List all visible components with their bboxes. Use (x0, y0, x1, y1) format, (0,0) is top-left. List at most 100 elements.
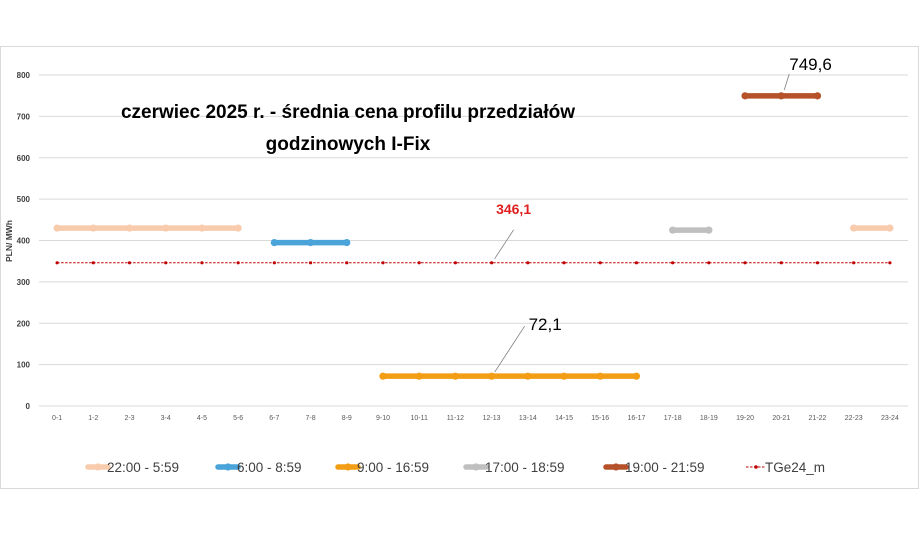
x-tick-label: 19-20 (736, 415, 754, 422)
y-tick-label: 400 (17, 237, 31, 246)
data-point (162, 224, 170, 232)
x-tick-label: 6-7 (269, 415, 279, 422)
data-point (524, 372, 532, 380)
data-point (815, 261, 820, 265)
y-tick-label: 0 (26, 402, 31, 411)
legend-label: TGe24_m (765, 460, 825, 475)
legend-label: 17:00 - 18:59 (485, 460, 565, 475)
annotation-leader (783, 73, 790, 90)
x-tick-label: 1-2 (88, 415, 98, 422)
y-tick-label: 800 (17, 71, 31, 80)
data-point (596, 372, 604, 380)
legend-item: 19:00 - 21:59 (603, 460, 705, 475)
data-point (272, 261, 276, 265)
x-tick-label: 3-4 (161, 415, 171, 422)
x-tick-label: 9-10 (376, 415, 390, 422)
data-point (743, 261, 747, 265)
y-tick-label: 500 (17, 195, 31, 204)
y-axis-label: PLN/ MWh (4, 220, 14, 262)
x-tick-label: 8-9 (342, 415, 352, 422)
x-tick-label: 18-19 (700, 415, 718, 422)
annotation-leader (494, 229, 514, 260)
x-tick-label: 11-12 (447, 415, 464, 422)
legend-item: 6:00 - 8:59 (215, 460, 302, 475)
legend-item: 17:00 - 18:59 (463, 460, 565, 475)
gridlines (39, 74, 908, 407)
x-tick-label: 20-21 (772, 415, 790, 422)
data-point (308, 261, 313, 265)
legend-marker (344, 463, 352, 471)
x-tick-label: 10-11 (410, 415, 427, 422)
data-point (125, 224, 134, 232)
chart-frame (0, 46, 919, 489)
series-9-00-16-59 (379, 372, 641, 380)
data-point (669, 226, 677, 234)
legend-label: 19:00 - 21:59 (625, 460, 705, 475)
x-tick-label: 14-15 (555, 415, 573, 422)
data-point (415, 372, 423, 380)
x-tick-label: 22-23 (845, 415, 863, 422)
x-tick-label: 7-8 (306, 415, 316, 422)
data-point (453, 261, 457, 265)
data-point (777, 92, 785, 100)
data-point (270, 238, 278, 247)
data-point (451, 372, 459, 380)
data-point (343, 238, 351, 247)
data-point (779, 261, 783, 265)
series-layer (53, 92, 894, 380)
data-point (888, 261, 892, 265)
legend: 22:00 - 5:59 6:00 - 8:59 9:00 - 16:59 17:00… (85, 460, 825, 475)
data-point (488, 372, 496, 380)
y-tick-label: 700 (17, 112, 31, 121)
data-point (234, 224, 242, 232)
legend-item: TGe24_m (746, 460, 825, 475)
series-17-00-18-59 (669, 226, 713, 234)
legend-label: 9:00 - 16:59 (357, 460, 429, 475)
data-point (306, 238, 315, 247)
data-point (850, 224, 858, 232)
data-point (91, 261, 95, 265)
data-label: 749,6 (789, 55, 832, 74)
data-point (236, 261, 240, 265)
series-tge24-m (55, 261, 892, 265)
data-point (200, 261, 204, 265)
legend-item: 22:00 - 5:59 (85, 460, 179, 475)
legend-marker (612, 463, 620, 471)
data-point (632, 372, 641, 380)
legend-label: 6:00 - 8:59 (237, 460, 302, 475)
x-tick-label: 21-22 (809, 415, 827, 422)
data-point (671, 261, 675, 265)
legend-marker (472, 463, 480, 471)
data-point (813, 92, 822, 100)
legend-marker (754, 465, 758, 469)
data-point (381, 261, 385, 265)
data-point (379, 372, 387, 380)
data-point (164, 261, 168, 265)
data-point (634, 261, 639, 265)
annotation-leader (494, 325, 525, 373)
data-point (707, 261, 711, 265)
data-point (53, 224, 61, 232)
x-tick-label: 12-13 (483, 415, 501, 422)
data-point (598, 261, 602, 265)
x-tick-label: 0-1 (52, 415, 62, 422)
x-tick-label: 23-24 (881, 415, 899, 422)
data-point (89, 224, 97, 232)
data-point (886, 224, 894, 232)
x-tick-label: 17-18 (664, 415, 682, 422)
x-tick-label: 4-5 (197, 415, 207, 422)
data-point (55, 261, 59, 265)
y-tick-label: 300 (17, 278, 31, 287)
data-point (852, 261, 856, 265)
series-6-00-8-59 (270, 238, 351, 247)
data-point (490, 261, 494, 265)
data-point (526, 261, 530, 265)
data-point (198, 224, 206, 232)
series-19-00-21-59 (741, 92, 822, 100)
data-point (562, 261, 566, 265)
legend-label: 22:00 - 5:59 (107, 460, 179, 475)
x-tick-label: 2-3 (124, 415, 134, 422)
x-tick-label: 15-16 (591, 415, 609, 422)
